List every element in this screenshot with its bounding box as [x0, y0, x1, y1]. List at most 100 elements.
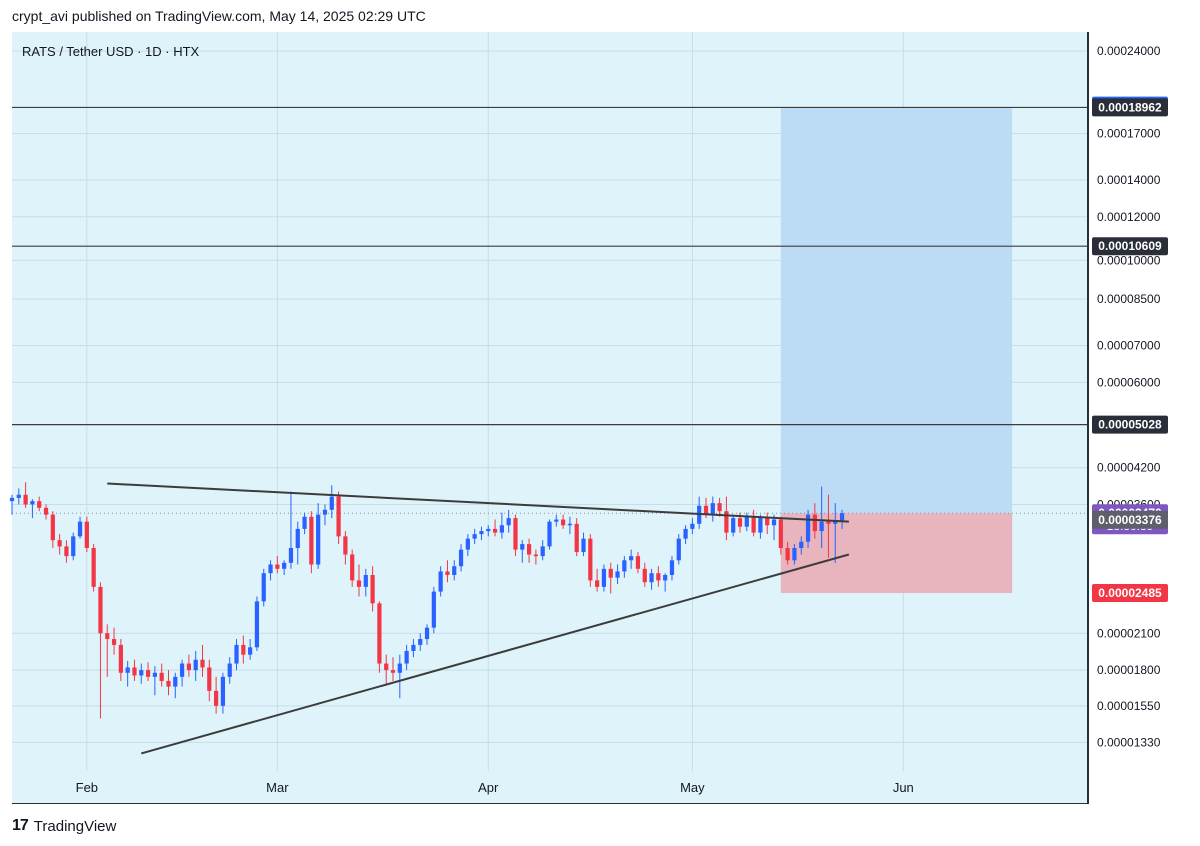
footer-brand[interactable]: 17 TradingView: [12, 817, 116, 835]
candle: [159, 663, 164, 687]
candle-body: [254, 601, 260, 648]
candle: [506, 509, 511, 533]
candle-body: [207, 667, 212, 691]
y-tick-label: 0.00004200: [1097, 461, 1161, 475]
candle: [336, 491, 341, 545]
candle: [778, 516, 783, 555]
candle-body: [839, 513, 845, 522]
candle-body: [125, 667, 130, 673]
candle-body: [452, 566, 457, 575]
candle: [601, 564, 607, 592]
candle: [234, 639, 239, 671]
y-tick-label: 0.00014000: [1097, 173, 1161, 187]
candle-body: [132, 667, 137, 676]
price-badge-label: 0.00005028: [1098, 418, 1162, 432]
candle: [445, 560, 450, 583]
candle: [656, 566, 661, 587]
candle-body: [520, 544, 525, 550]
candle: [302, 512, 307, 535]
candle: [805, 509, 811, 549]
candle: [152, 666, 157, 696]
candle-body: [601, 568, 607, 587]
candle: [254, 596, 260, 651]
candle-body: [234, 644, 239, 664]
candle: [635, 552, 641, 574]
candle: [241, 635, 246, 664]
position-tool: [780, 107, 1013, 594]
y-tick-label: 0.00001330: [1097, 735, 1161, 749]
candle-body: [445, 571, 450, 575]
candle: [690, 518, 695, 535]
candle-body: [656, 573, 661, 581]
candle-body: [316, 514, 321, 565]
candle-body: [288, 548, 294, 563]
y-tick-label: 0.00010000: [1097, 253, 1161, 267]
candle: [356, 564, 362, 597]
candle: [458, 544, 464, 572]
candle-body: [513, 518, 518, 550]
candle-body: [173, 676, 178, 687]
candle-body: [200, 659, 205, 668]
y-tick-label: 0.00007000: [1097, 339, 1161, 353]
trendlines: [107, 482, 850, 755]
candle-body: [350, 554, 355, 581]
candle: [329, 485, 334, 519]
y-tick-label: 0.00024000: [1097, 44, 1161, 58]
candle: [826, 494, 831, 558]
candle: [316, 503, 321, 569]
price-badges: 0.000191090.000189620.000106090.00005028…: [1092, 96, 1168, 603]
price-badge: 0.00002485: [1092, 584, 1168, 603]
candle-body: [669, 560, 675, 575]
candle-body: [703, 505, 709, 515]
candle-body: [608, 568, 613, 578]
stop-zone: [780, 513, 1013, 594]
candle: [282, 560, 287, 575]
candle-body: [554, 519, 559, 522]
candle: [513, 514, 518, 557]
candle: [492, 519, 498, 537]
candle-body: [336, 496, 341, 537]
candle-body: [186, 663, 192, 671]
candle: [111, 627, 117, 655]
candle-body: [526, 544, 532, 555]
candle-body: [431, 591, 436, 628]
candle: [799, 536, 804, 555]
candle: [322, 504, 328, 526]
candle-body: [309, 516, 314, 565]
candle: [758, 514, 763, 539]
y-tick-label: 0.00002100: [1097, 626, 1161, 640]
candle-body: [737, 518, 743, 527]
candle-body: [595, 580, 600, 587]
trendline-resistance: [107, 482, 849, 523]
candle-body: [227, 663, 232, 677]
candle: [717, 497, 722, 517]
candle: [105, 624, 110, 677]
symbol-title[interactable]: RATS / Tether USD · 1D · HTX: [22, 44, 200, 59]
candle-body: [295, 528, 300, 549]
candle: [132, 659, 137, 681]
brand-name: TradingView: [33, 817, 117, 835]
candle-body: [411, 644, 416, 651]
candle: [839, 509, 845, 529]
candle: [472, 528, 477, 545]
price-badge-bg: [1092, 237, 1168, 256]
candle: [295, 521, 300, 565]
tradingview-logo-icon: 17: [12, 817, 29, 834]
price-badge-bg: [1092, 510, 1168, 529]
candle: [363, 568, 368, 597]
candle-body: [812, 514, 817, 532]
candle: [384, 654, 389, 684]
price-badge-bg: [1092, 415, 1168, 434]
price-badge: 0.00018962: [1092, 98, 1168, 117]
horizontal-levels: [12, 106, 1087, 514]
candle: [540, 540, 545, 561]
candle-body: [37, 501, 42, 508]
candle-body: [778, 519, 783, 549]
candle: [567, 516, 573, 535]
candle: [166, 670, 171, 696]
target-zone: [780, 107, 1013, 514]
candle: [23, 482, 28, 508]
candle: [118, 639, 123, 681]
candle-body: [547, 521, 552, 547]
